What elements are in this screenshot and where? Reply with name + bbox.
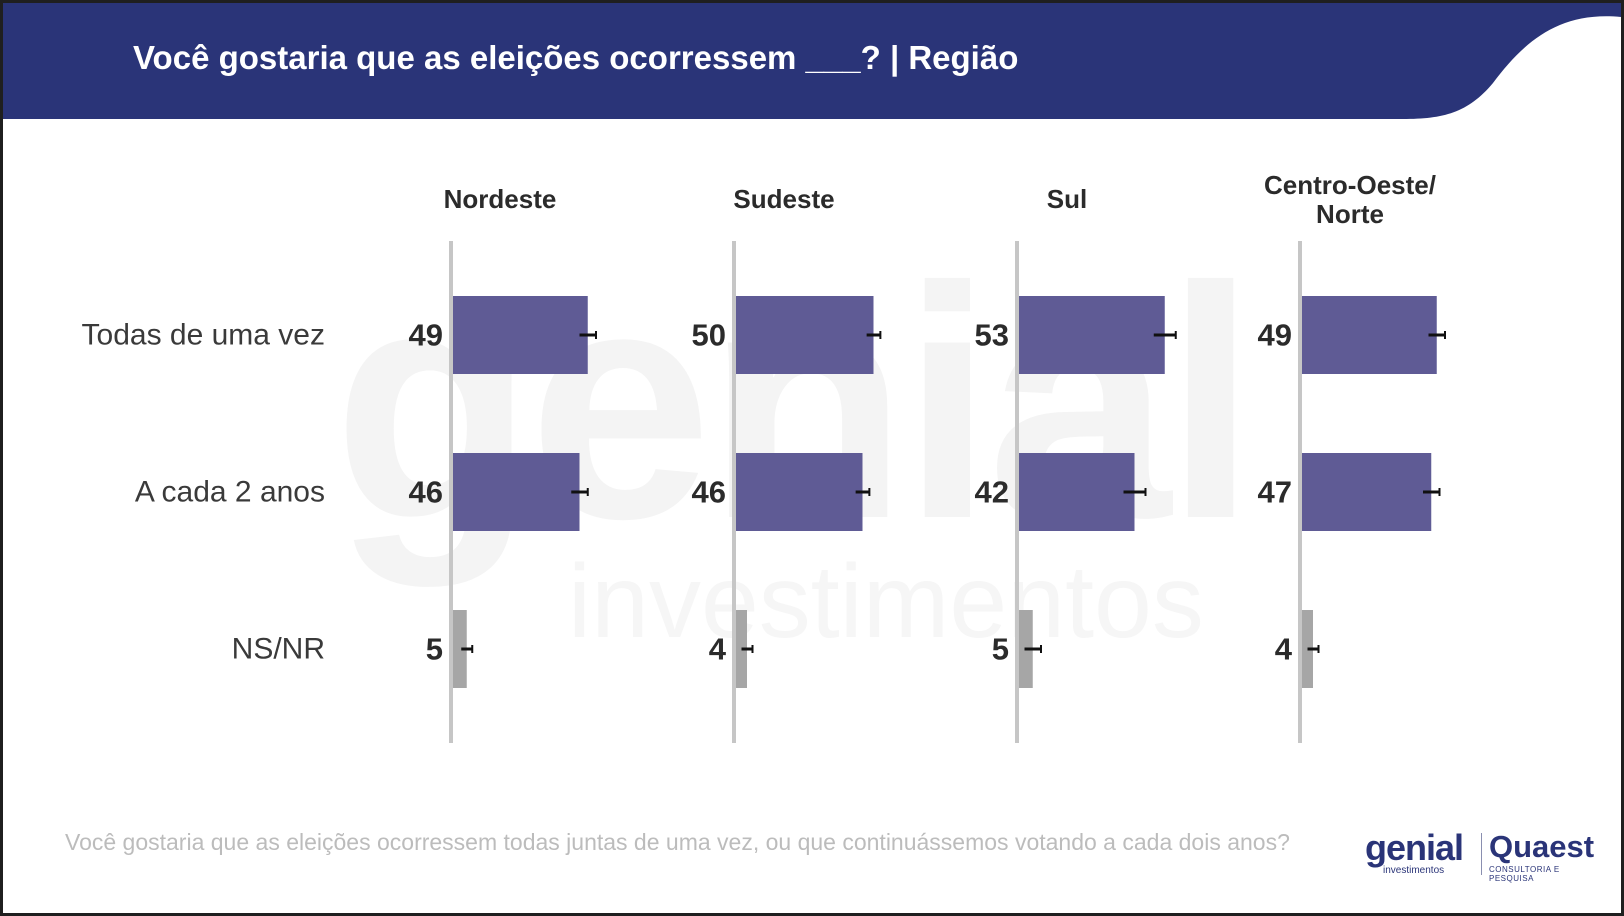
header-shape <box>3 3 1621 119</box>
bar <box>1302 296 1437 374</box>
header-banner <box>3 3 1621 119</box>
genial-logo: genial <box>1365 827 1464 868</box>
value-label: 4 <box>709 632 727 667</box>
quaest-logo: Quaest <box>1489 829 1595 864</box>
value-label: 4 <box>1275 632 1293 667</box>
quaest-logo-subtitle: CONSULTORIA E PESQUISA <box>1489 865 1560 883</box>
value-label: 53 <box>975 318 1009 353</box>
brand-logos: genial investimentos Quaest CONSULTORIA … <box>1365 827 1595 883</box>
bar <box>1302 453 1432 531</box>
bar <box>453 296 588 374</box>
panel-title: Centro-Oeste/Norte <box>1264 170 1436 229</box>
value-label: 46 <box>409 475 443 510</box>
value-label: 50 <box>692 318 726 353</box>
value-label: 5 <box>426 632 443 667</box>
bar <box>1019 296 1165 374</box>
value-label: 5 <box>992 632 1009 667</box>
panel-title: Nordeste <box>444 184 557 214</box>
page-title: Você gostaria que as eleições ocorressem… <box>133 39 1019 76</box>
value-label: 49 <box>409 318 443 353</box>
logo-divider <box>1481 833 1482 875</box>
value-label: 46 <box>692 475 726 510</box>
slide: Você gostaria que as eleições ocorressem… <box>3 3 1621 913</box>
row-label: NS/NR <box>232 633 325 666</box>
panel-title: Sudeste <box>733 184 834 214</box>
bar <box>453 610 467 688</box>
value-label: 42 <box>975 475 1009 510</box>
panel-title: Sul <box>1047 184 1087 214</box>
value-label: 47 <box>1258 475 1292 510</box>
bar <box>736 453 863 531</box>
value-label: 49 <box>1258 318 1292 353</box>
bar-chart: Todas de uma vez A cada 2 anos NS/NR Nordes… <box>82 170 1446 743</box>
question-footnote: Você gostaria que as eleições ocorressem… <box>65 829 1290 855</box>
bar <box>1019 453 1135 531</box>
genial-logo-subtitle: investimentos <box>1383 865 1445 876</box>
bar <box>453 453 580 531</box>
row-label: A cada 2 anos <box>135 476 325 509</box>
row-label: Todas de uma vez <box>82 319 325 352</box>
bar <box>736 296 874 374</box>
